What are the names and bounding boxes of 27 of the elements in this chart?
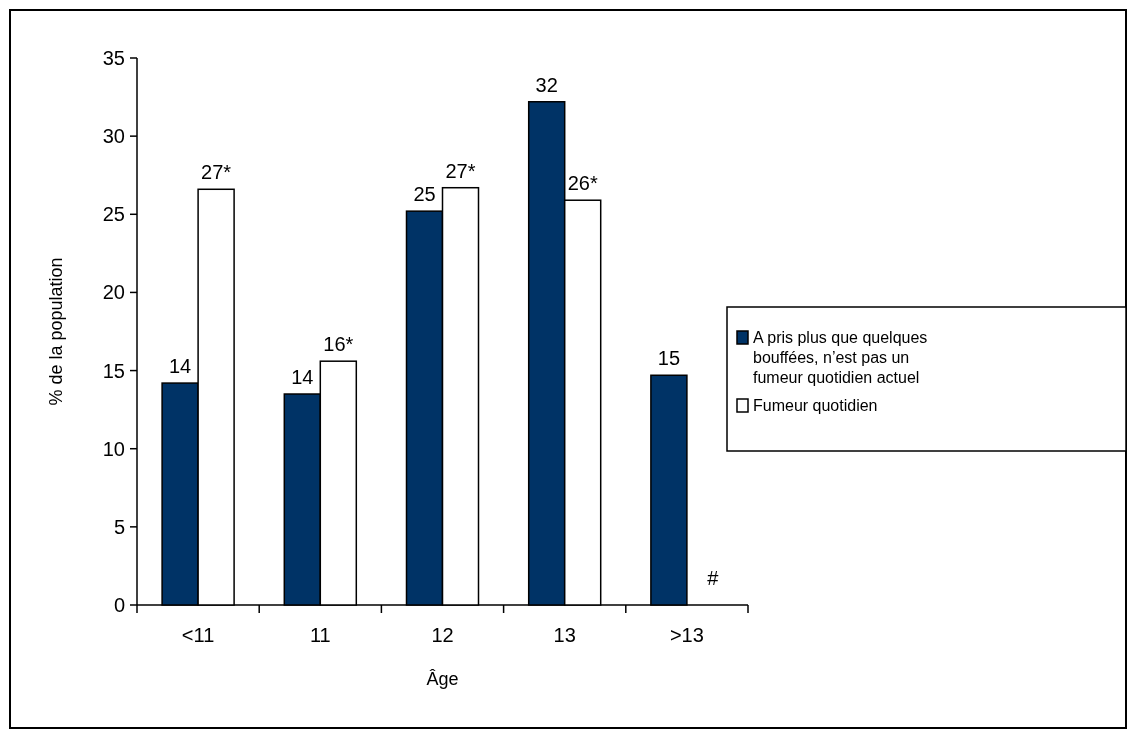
text: # (707, 567, 719, 589)
data-label: 15 (657, 347, 681, 370)
y-tick-label: 0 (113, 594, 125, 616)
x-tick-label: 12 (431, 624, 454, 646)
x-tick-label: <11 (181, 624, 215, 646)
y-tick-label: 30 (102, 125, 125, 148)
y-tick-label: 25 (102, 203, 125, 226)
data-label: 16* (323, 333, 354, 356)
x-tick-label: >13 (669, 624, 704, 646)
x-tick-label: 11 (309, 624, 331, 646)
data-label: 27* (201, 161, 232, 184)
y-tick-label: 35 (102, 47, 125, 69)
legend-label: Fumeur quotidien (753, 397, 878, 414)
y-tick-label: 20 (102, 281, 125, 304)
y-tick-label: 10 (102, 437, 125, 460)
data-label: 32 (535, 73, 558, 96)
data-label: 14 (168, 355, 192, 378)
data-label: 14 (291, 366, 314, 389)
y-tick-label: 5 (113, 515, 125, 538)
y-tick-label: 15 (102, 359, 125, 382)
legend-label: A pris plus que quelques bouffées, n’est pas un fumeur quotidien actuel (753, 329, 928, 386)
x-tick-label: 13 (553, 624, 576, 646)
data-label: 25 (413, 183, 436, 206)
y-axis-title: % de la population (46, 257, 66, 406)
data-label: 27* (445, 159, 476, 182)
x-axis-title: Âge (426, 669, 459, 689)
data-label: 26* (567, 172, 598, 195)
